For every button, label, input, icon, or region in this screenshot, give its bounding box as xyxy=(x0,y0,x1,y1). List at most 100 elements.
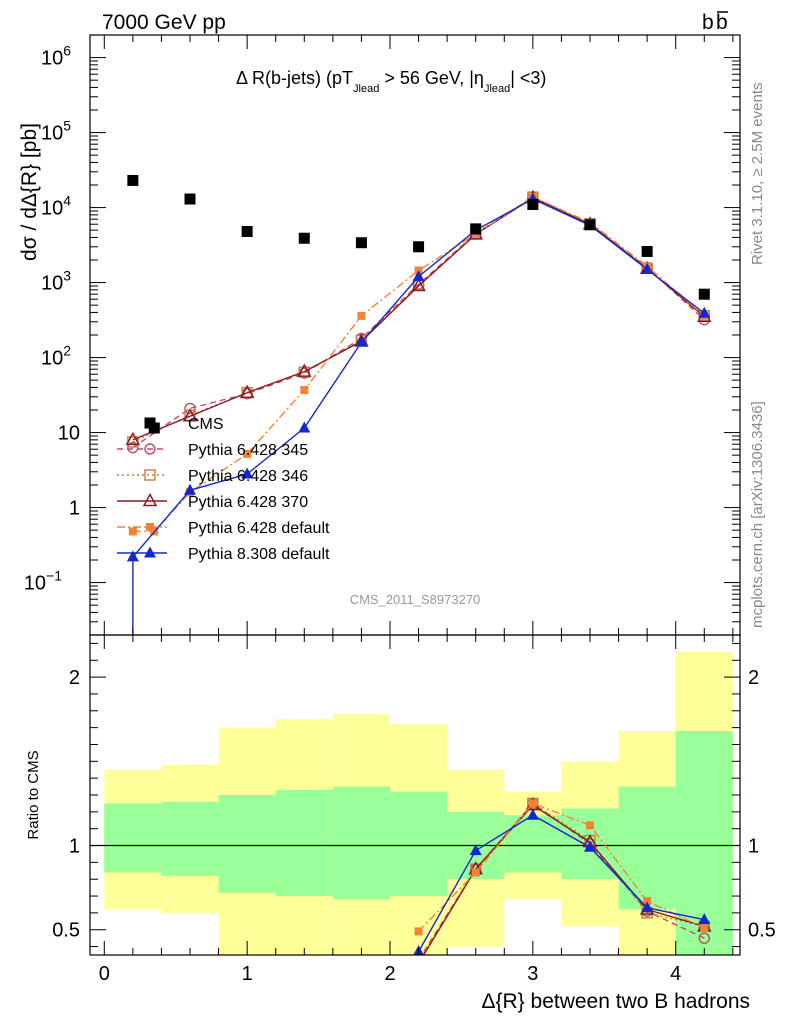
legend-label: Pythia 6.428 345 xyxy=(188,442,308,459)
ratio-point xyxy=(643,897,652,906)
y-tick-exponent: −1 xyxy=(46,568,62,584)
ratio-band-green xyxy=(218,795,276,893)
ratio-point xyxy=(471,868,480,877)
title-mid: > 56 GeV, |η xyxy=(379,68,484,88)
series-point xyxy=(698,306,711,318)
series-point xyxy=(182,408,198,422)
main-frame xyxy=(89,34,741,636)
x-tick-label: 2 xyxy=(384,963,395,985)
legend-label: Pythia 6.428 default xyxy=(188,520,330,537)
legend: CMS Pythia 6.428 345 Pythia 6.428 346 Pythi… xyxy=(117,416,330,563)
ratio-line xyxy=(418,802,705,932)
ratio-band-green xyxy=(390,791,448,897)
legend-item: Pythia 6.428 346 xyxy=(117,468,308,485)
y-tick-exponent: 3 xyxy=(63,268,71,284)
legend-marker xyxy=(142,492,158,507)
series-line xyxy=(132,197,705,441)
y-tick-exponent: 6 xyxy=(63,43,71,59)
watermark: CMS_2011_S8973270 xyxy=(350,592,481,607)
data-point xyxy=(127,174,139,186)
y-tick-base: 10 xyxy=(41,273,63,295)
y-tick-base: 10 xyxy=(41,48,63,70)
y-tick-base: 10 xyxy=(41,348,63,370)
series-point xyxy=(128,527,137,536)
ratio-series-4 xyxy=(413,808,711,955)
main-y-tick-label: 102 xyxy=(41,343,71,370)
ratio-band-green xyxy=(618,786,676,910)
ratio-point xyxy=(698,932,710,944)
y-tick-base: 10 xyxy=(58,423,80,445)
ratio-point xyxy=(469,844,482,856)
y-tick-exponent: 4 xyxy=(63,193,71,209)
ratio-band-green xyxy=(104,803,162,873)
svg-text:Δ R(b-jets) (pTJlead > 56 GeV: Δ R(b-jets) (pTJlead > 56 GeV, |ηJlead| … xyxy=(236,68,546,95)
ratio-point xyxy=(526,808,539,820)
series-point xyxy=(297,363,312,377)
legend-marker xyxy=(144,443,156,455)
legend-label: CMS xyxy=(188,416,224,433)
data-point xyxy=(584,219,596,231)
ratio-y-tick-label-right: 0.5 xyxy=(748,920,776,942)
ratio-point xyxy=(698,913,711,925)
main-y-tick-label: 106 xyxy=(41,43,71,70)
data-point xyxy=(355,237,367,249)
series-4 xyxy=(126,192,711,635)
series-point xyxy=(239,384,255,398)
series-2 xyxy=(125,189,712,446)
legend-label: Pythia 6.428 370 xyxy=(188,494,308,511)
ratio-axes: 0 1 2 3 4 0.5 0.5 1 1 2 2 xyxy=(52,635,776,985)
main-y-tick-label: 104 xyxy=(41,193,71,220)
y-tick-base: 10 xyxy=(41,123,63,145)
series-point xyxy=(243,449,252,458)
legend-item: Pythia 8.308 default xyxy=(117,546,330,563)
legend-marker xyxy=(144,417,156,429)
x-axis-label: Δ{R} between two B hadrons xyxy=(481,990,750,1013)
series-point xyxy=(126,550,139,562)
plot-title: Δ R(b-jets) (pTJlead > 56 GeV, |ηJlead| … xyxy=(236,68,546,95)
x-tick-label: 0 xyxy=(99,963,110,985)
data-point xyxy=(298,232,310,244)
ratio-y-tick-label: 1 xyxy=(69,836,80,858)
main-y-tick-label: 105 xyxy=(41,118,71,145)
y-tick-exponent: 2 xyxy=(63,343,71,359)
ratio-series-group xyxy=(413,797,712,955)
ratio-point xyxy=(584,840,596,852)
series-point xyxy=(357,311,366,320)
legend-item: CMS xyxy=(144,416,224,433)
ratio-line xyxy=(422,804,705,955)
data-series xyxy=(127,174,710,434)
ratio-point xyxy=(414,927,423,936)
series-point xyxy=(411,277,426,292)
ratio-point xyxy=(528,799,537,808)
header-right-label: b b xyxy=(702,11,728,34)
ratio-y-tick-label: 2 xyxy=(69,667,80,689)
mcplots-label: mcplots.cern.ch [arXiv:1306.3436] xyxy=(749,401,766,628)
main-y-tick-label: 1 xyxy=(69,498,80,520)
legend-marker xyxy=(146,523,154,531)
y-tick-base: 10 xyxy=(24,573,46,595)
rivet-label: Rivet 3.1.10, ≥ 2.5M events xyxy=(749,83,766,266)
ratio-band-green xyxy=(504,815,562,873)
ratio-y-axis-label: Ratio to CMS xyxy=(25,750,42,839)
y-tick-base: 10 xyxy=(41,198,63,220)
ratio-y-tick-label-right: 2 xyxy=(748,667,759,689)
series-point xyxy=(355,335,368,347)
ratio-point xyxy=(586,821,594,830)
main-y-tick-label: 10 xyxy=(58,423,80,445)
x-tick-label: 1 xyxy=(242,963,253,985)
y-tick-base: 1 xyxy=(69,498,80,520)
legend-item: Pythia 6.428 default xyxy=(117,520,330,537)
ratio-y-tick-label: 0.5 xyxy=(52,920,80,942)
header-right-bbar: b xyxy=(716,11,728,34)
series-point xyxy=(184,483,196,495)
series-point xyxy=(184,402,196,415)
legend-label: Pythia 6.428 346 xyxy=(188,468,308,485)
ratio-panel: 0 1 2 3 4 0.5 0.5 1 1 2 2 Ratio to CMS Δ{R} betwee… xyxy=(25,634,776,1013)
x-tick-label: 3 xyxy=(527,963,538,985)
series-line xyxy=(132,196,705,533)
series-line xyxy=(132,196,705,449)
ratio-band-green xyxy=(161,801,219,876)
data-point xyxy=(470,223,482,235)
data-point xyxy=(641,245,653,257)
